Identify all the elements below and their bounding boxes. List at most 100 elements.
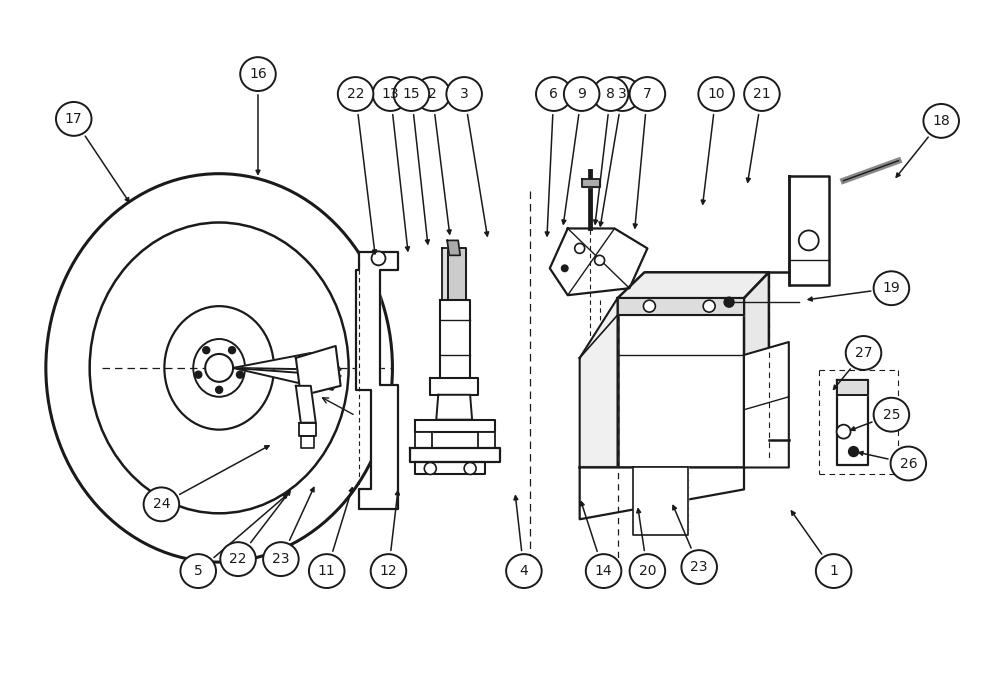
Text: 10: 10 <box>707 87 725 101</box>
Text: 27: 27 <box>855 346 872 360</box>
Ellipse shape <box>630 554 665 588</box>
Text: 19: 19 <box>883 281 900 295</box>
Text: 11: 11 <box>318 564 336 578</box>
Polygon shape <box>582 179 600 187</box>
Polygon shape <box>789 176 829 285</box>
Text: 16: 16 <box>249 67 267 81</box>
Circle shape <box>205 354 233 382</box>
Polygon shape <box>296 346 341 396</box>
Circle shape <box>561 264 569 272</box>
Ellipse shape <box>144 488 179 521</box>
Text: 24: 24 <box>153 497 170 512</box>
Polygon shape <box>580 467 744 519</box>
Polygon shape <box>618 298 744 315</box>
Text: 2: 2 <box>428 87 437 101</box>
Text: 3: 3 <box>618 87 627 101</box>
Polygon shape <box>633 467 688 535</box>
Ellipse shape <box>605 77 640 111</box>
Ellipse shape <box>263 542 299 576</box>
Polygon shape <box>550 228 647 295</box>
Polygon shape <box>837 380 868 395</box>
Ellipse shape <box>681 550 717 584</box>
Polygon shape <box>233 368 341 390</box>
Ellipse shape <box>90 222 349 513</box>
Ellipse shape <box>506 554 542 588</box>
Circle shape <box>703 300 715 312</box>
Polygon shape <box>415 420 495 432</box>
Polygon shape <box>233 353 341 370</box>
Ellipse shape <box>56 102 92 136</box>
Text: 6: 6 <box>549 87 558 101</box>
Circle shape <box>464 462 476 475</box>
Circle shape <box>849 447 859 456</box>
Text: 23: 23 <box>272 552 290 566</box>
Text: 20: 20 <box>639 564 656 578</box>
Ellipse shape <box>891 447 926 480</box>
Ellipse shape <box>240 57 276 91</box>
Ellipse shape <box>180 554 216 588</box>
Circle shape <box>837 425 851 438</box>
Ellipse shape <box>698 77 734 111</box>
Ellipse shape <box>309 554 344 588</box>
Ellipse shape <box>564 77 599 111</box>
Text: 4: 4 <box>520 564 528 578</box>
Circle shape <box>643 300 655 312</box>
Circle shape <box>424 462 436 475</box>
Ellipse shape <box>593 77 628 111</box>
Circle shape <box>203 347 210 354</box>
Text: 23: 23 <box>690 560 708 574</box>
Circle shape <box>236 371 243 378</box>
Ellipse shape <box>923 104 959 138</box>
Ellipse shape <box>846 336 881 370</box>
Polygon shape <box>440 300 470 380</box>
Circle shape <box>372 251 385 265</box>
Polygon shape <box>430 378 478 395</box>
Text: 18: 18 <box>932 114 950 128</box>
Circle shape <box>216 386 223 393</box>
Ellipse shape <box>414 77 450 111</box>
Text: 21: 21 <box>753 87 771 101</box>
Ellipse shape <box>744 77 780 111</box>
Ellipse shape <box>446 77 482 111</box>
Polygon shape <box>415 432 432 447</box>
Ellipse shape <box>816 554 851 588</box>
Text: 1: 1 <box>829 564 838 578</box>
Polygon shape <box>580 298 618 467</box>
Text: 12: 12 <box>380 564 397 578</box>
Circle shape <box>575 244 585 253</box>
Polygon shape <box>448 248 466 300</box>
Circle shape <box>211 360 227 376</box>
Circle shape <box>229 347 236 354</box>
Polygon shape <box>478 432 495 447</box>
Ellipse shape <box>394 77 429 111</box>
Text: 22: 22 <box>229 552 247 566</box>
Text: 3: 3 <box>460 87 469 101</box>
Polygon shape <box>410 447 500 462</box>
Ellipse shape <box>220 542 256 576</box>
Circle shape <box>724 297 734 307</box>
Circle shape <box>595 255 605 265</box>
Ellipse shape <box>46 174 392 562</box>
Polygon shape <box>837 380 868 464</box>
Ellipse shape <box>536 77 572 111</box>
Text: 17: 17 <box>65 112 83 126</box>
Text: 7: 7 <box>643 87 652 101</box>
Ellipse shape <box>338 77 373 111</box>
Text: 22: 22 <box>347 87 364 101</box>
Polygon shape <box>618 298 744 467</box>
Polygon shape <box>296 386 316 423</box>
Text: 9: 9 <box>577 87 586 101</box>
Text: 15: 15 <box>403 87 420 101</box>
Text: 26: 26 <box>900 456 917 471</box>
Polygon shape <box>356 252 398 510</box>
Ellipse shape <box>874 398 909 432</box>
Polygon shape <box>744 342 789 467</box>
Text: 5: 5 <box>194 564 203 578</box>
Polygon shape <box>618 272 769 298</box>
Circle shape <box>195 371 202 378</box>
Ellipse shape <box>630 77 665 111</box>
Text: 25: 25 <box>883 408 900 422</box>
Polygon shape <box>744 272 769 467</box>
Ellipse shape <box>193 339 245 397</box>
Polygon shape <box>442 248 452 340</box>
